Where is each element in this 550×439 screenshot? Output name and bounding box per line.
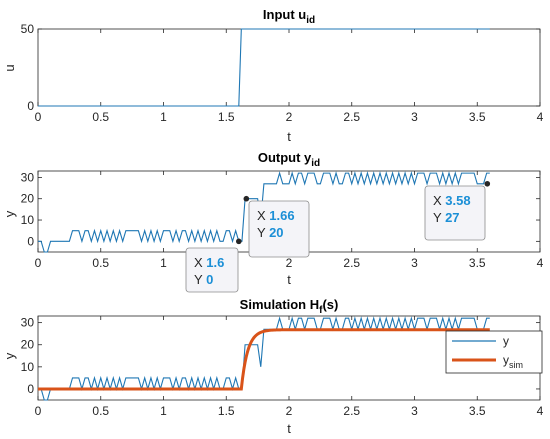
x-tick-label: 1 — [160, 256, 167, 270]
y-tick-label: 0 — [27, 234, 34, 248]
x-tick-label: 3 — [411, 404, 418, 418]
simulation-plot-xlabel: t — [287, 421, 291, 436]
x-tick-label: 0.5 — [92, 404, 109, 418]
x-tick-label: 0.5 — [92, 256, 109, 270]
datatip-box — [248, 200, 310, 258]
datatip-y-value: 0 — [206, 272, 213, 287]
simulated-series-line — [38, 328, 490, 391]
datatip[interactable]: X 1.6Y 0 — [185, 238, 242, 293]
datatip-box — [185, 247, 239, 293]
simulation-plot-legend: y ysim — [445, 330, 543, 374]
x-tick-label: 0.5 — [92, 110, 109, 124]
x-tick-label: 2.5 — [343, 256, 360, 270]
y-tick-label: 50 — [21, 22, 35, 36]
x-tick-label: 1 — [160, 110, 167, 124]
datatip-marker[interactable] — [236, 238, 242, 245]
datatip-x-key: X — [433, 193, 445, 208]
datatip-marker[interactable] — [484, 180, 491, 187]
datatip-x-row: X 1.6 — [194, 255, 224, 270]
x-tick-label: 2.5 — [343, 110, 360, 124]
simulation-plot-title: Simulation Hf(s) — [240, 297, 339, 316]
datatip-box — [424, 185, 486, 241]
x-tick-label: 2.5 — [343, 404, 360, 418]
datatip-x-key: X — [194, 255, 206, 270]
input-plot-ylabel: u — [2, 64, 17, 71]
y-tick-label: 30 — [21, 316, 35, 330]
output-series-line — [38, 171, 490, 253]
datatip-y-row: Y 27 — [433, 210, 460, 225]
output-plot-xlabel: t — [287, 272, 291, 287]
x-tick-label: 2 — [286, 404, 293, 418]
datatip-marker[interactable] — [243, 195, 250, 202]
y-tick-label: 0 — [27, 99, 34, 113]
datatip-x-value: 1.6 — [206, 255, 224, 270]
y-tick-label: 10 — [21, 213, 35, 227]
legend-label-y: y — [503, 334, 509, 348]
y-tick-label: 30 — [21, 170, 35, 184]
input-plot-title: Input uid — [263, 7, 315, 26]
input-plot-xlabel: t — [287, 129, 291, 144]
y-tick-label: 0 — [27, 382, 34, 396]
axes-frame — [37, 28, 541, 107]
y-tick-label: 20 — [21, 338, 35, 352]
datatip[interactable]: X 1.66Y 20 — [243, 195, 310, 258]
datatip-y-key: Y — [433, 210, 445, 225]
x-tick-label: 4 — [537, 256, 544, 270]
input-series-line — [38, 28, 490, 107]
simulation-plot: Simulation Hf(s) 0 0.5 1 1.5 2 2.5 3 3.5 4 0 10 20 3… — [2, 297, 544, 436]
datatip-x-row: X 1.66 — [257, 208, 295, 223]
datatip-y-value: 27 — [445, 210, 459, 225]
x-tick-label: 3.5 — [469, 110, 486, 124]
output-plot-datatips: X 1.6Y 0X 1.66Y 20X 3.58Y 27 — [185, 180, 491, 293]
x-tick-label: 2 — [286, 256, 293, 270]
input-plot-axes — [37, 28, 541, 107]
y-tick-label: 10 — [21, 360, 35, 374]
x-tick-label: 3 — [411, 110, 418, 124]
datatip-y-row: Y 20 — [257, 225, 284, 240]
x-tick-label: 0 — [35, 110, 42, 124]
simulation-plot-ylabel: y — [2, 352, 17, 359]
x-tick-label: 2 — [286, 110, 293, 124]
datatip-x-key: X — [257, 208, 269, 223]
x-tick-label: 4 — [537, 404, 544, 418]
input-plot-series — [38, 28, 490, 107]
output-plot-series — [38, 171, 490, 253]
legend-label-ysim: ysim — [503, 353, 523, 370]
datatip-x-value: 1.66 — [269, 208, 294, 223]
x-tick-label: 3 — [411, 256, 418, 270]
datatip-y-row: Y 0 — [194, 272, 213, 287]
simulation-plot-ticks: 0 0.5 1 1.5 2 2.5 3 3.5 4 0 10 20 30 — [21, 316, 544, 418]
simulation-plot-series — [38, 316, 490, 401]
datatip-y-value: 20 — [269, 225, 283, 240]
datatip[interactable]: X 3.58Y 27 — [424, 180, 491, 241]
x-tick-label: 4 — [537, 110, 544, 124]
datatip-x-row: X 3.58 — [433, 193, 471, 208]
x-tick-label: 1.5 — [218, 404, 235, 418]
datatip-y-key: Y — [257, 225, 269, 240]
input-plot: Input uid 0 0.5 1 1.5 2 2.5 3 3.5 4 0 50 t u — [2, 7, 544, 144]
input-plot-ticks: 0 0.5 1 1.5 2 2.5 3 3.5 4 0 50 — [21, 22, 544, 124]
x-tick-label: 3.5 — [469, 256, 486, 270]
x-tick-label: 1.5 — [218, 110, 235, 124]
legend-box — [445, 330, 543, 374]
x-tick-label: 3.5 — [469, 404, 486, 418]
datatip-y-key: Y — [194, 272, 206, 287]
y-tick-label: 20 — [21, 192, 35, 206]
datatip-x-value: 3.58 — [445, 193, 470, 208]
x-tick-label: 0 — [35, 256, 42, 270]
output-plot-title: Output yid — [258, 150, 320, 169]
x-tick-label: 0 — [35, 404, 42, 418]
output-plot-ylabel: y — [2, 210, 17, 217]
x-tick-label: 1 — [160, 404, 167, 418]
